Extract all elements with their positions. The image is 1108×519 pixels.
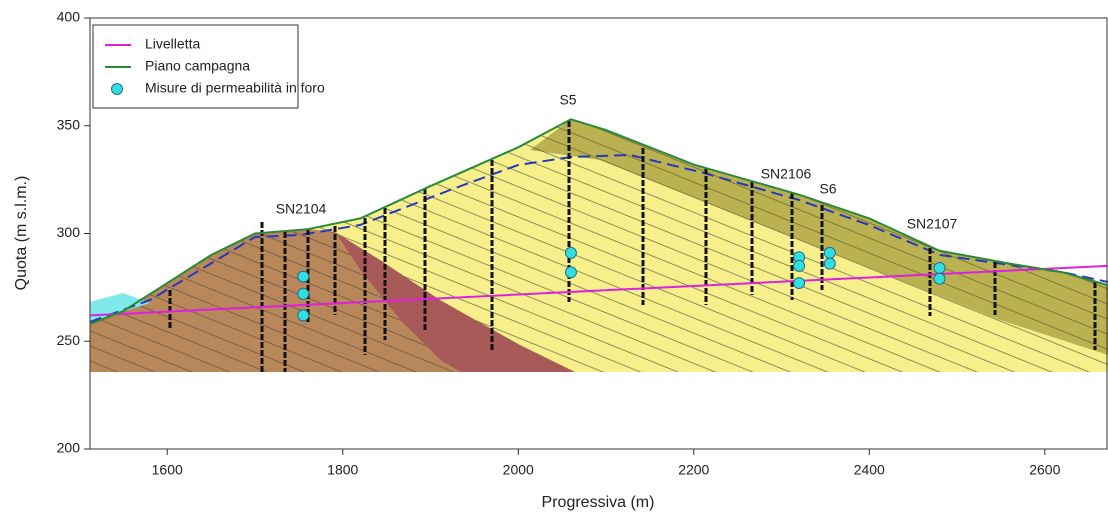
y-tick-label: 200: [57, 440, 81, 456]
legend-label: Piano campagna: [145, 58, 250, 74]
annotation: S5: [559, 92, 576, 108]
permeability-point: [565, 267, 576, 278]
x-tick-label: 1800: [327, 462, 358, 478]
legend-symbol: [112, 84, 123, 95]
annotation: SN2104: [276, 201, 327, 217]
permeability-point: [298, 310, 309, 321]
permeability-point: [934, 262, 945, 273]
permeability-point: [824, 258, 835, 269]
permeability-point: [565, 247, 576, 258]
x-tick-label: 2000: [503, 462, 534, 478]
legend-label: Livelletta: [145, 36, 200, 52]
x-tick-label: 2600: [1029, 462, 1060, 478]
permeability-point: [298, 288, 309, 299]
permeability-point: [298, 271, 309, 282]
permeability-point: [794, 278, 805, 289]
legend-label: Misure di permeabilità in foro: [145, 80, 325, 96]
y-tick-label: 350: [57, 116, 81, 132]
geology: [90, 119, 1108, 372]
y-tick-label: 300: [57, 224, 81, 240]
annotation: SN2107: [907, 216, 958, 232]
x-tick-label: 2400: [854, 462, 885, 478]
y-axis-label: Quota (m s.l.m.): [13, 176, 30, 291]
annotation: S6: [819, 181, 836, 197]
y-tick-label: 250: [57, 332, 81, 348]
legend: Livelletta Piano campagna Misure di permea…: [93, 25, 325, 108]
chart: SN2104 S5 SN2106 S6 SN2107 Progressiva (…: [0, 0, 1108, 514]
x-axis-label: Progressiva (m): [542, 494, 655, 511]
permeability-point: [824, 247, 835, 258]
x-tick-label: 2200: [678, 462, 709, 478]
y-tick-label: 400: [57, 9, 81, 25]
x-tick-label: 1600: [152, 462, 183, 478]
permeability-point: [934, 273, 945, 284]
permeability-point: [794, 260, 805, 271]
annotation: SN2106: [761, 166, 812, 182]
